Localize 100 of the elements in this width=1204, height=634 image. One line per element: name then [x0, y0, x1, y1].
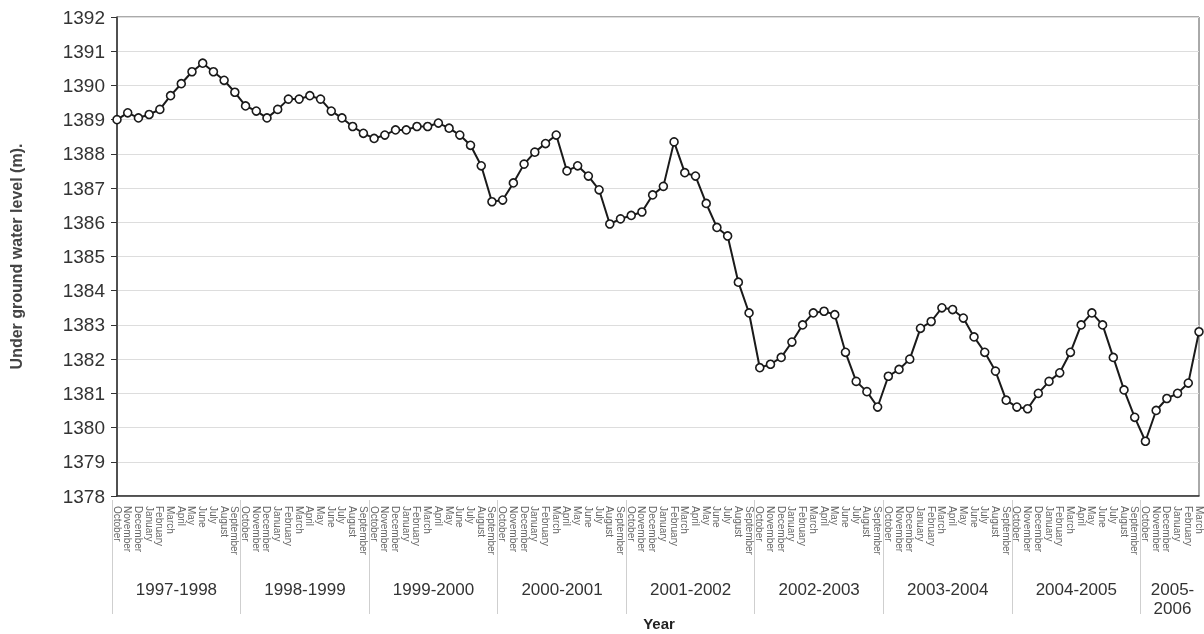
y-tick-label: 1382 [62, 348, 105, 370]
x-tick-label: February [668, 506, 680, 547]
x-tick-label: November [122, 506, 134, 553]
x-tick-label: January [143, 506, 155, 542]
x-tick-label: July [722, 506, 734, 524]
x-tick-label: December [261, 506, 273, 553]
x-tick-label: April [175, 506, 187, 527]
x-tick-label: May [829, 506, 841, 525]
x-tick-label: February [540, 506, 552, 547]
x-tick-label: June [582, 506, 594, 529]
x-tick-label: May [700, 506, 712, 525]
x-tick-label: October [1011, 506, 1023, 543]
x-tick-label: October [368, 506, 380, 543]
x-tick-label: January [914, 506, 926, 542]
text: 2001-2002 [648, 580, 733, 599]
x-tick-label: February [282, 506, 294, 547]
y-tick-label: 1388 [62, 143, 105, 165]
x-tick-label: June [1097, 506, 1109, 529]
text: Year [642, 615, 676, 632]
x-tick-label: March [807, 506, 819, 534]
x-tick-label: March [679, 506, 691, 534]
x-tick-label: May [957, 506, 969, 525]
x-tick-label: October [754, 506, 766, 543]
x-tick-label: March [1193, 506, 1204, 534]
x-tick-label: December [1161, 506, 1173, 553]
text: 1998-1999 [263, 580, 347, 599]
x-tick-label: September [615, 506, 627, 556]
text: 1999-2000 [391, 580, 476, 599]
x-tick-label: July [979, 506, 991, 524]
x-tick-label: August [1118, 506, 1130, 538]
x-tick-label: April [561, 506, 573, 527]
text: 2003-2004 [906, 580, 990, 599]
x-tick-label: January [400, 506, 412, 542]
y-tick-label: 1390 [62, 74, 105, 96]
y-tick-label: 1386 [62, 211, 105, 233]
x-tick-label: October [240, 506, 252, 543]
x-tick-label: September [1129, 506, 1141, 556]
x-tick-label: August [732, 506, 744, 538]
x-tick-label: October [497, 506, 509, 543]
x-tick-label: August [475, 506, 487, 538]
y-tick-label: 1387 [62, 177, 105, 199]
x-tick-label: August [347, 506, 359, 538]
x-tick-label: February [411, 506, 423, 547]
x-tick-label: September [229, 506, 241, 556]
x-tick-label: December [904, 506, 916, 553]
y-tick-label: 1389 [62, 109, 105, 131]
x-tick-label: December [518, 506, 530, 553]
x-tick-label: April [818, 506, 830, 527]
text: 2002-2003 [777, 580, 861, 599]
x-tick-label: February [797, 506, 809, 547]
x-tick-label: November [507, 506, 519, 553]
x-tick-label: January [786, 506, 798, 542]
x-tick-label: September [1000, 506, 1012, 556]
x-tick-label: December [1032, 506, 1044, 553]
x-tick-label: June [454, 506, 466, 529]
x-tick-label: June [325, 506, 337, 529]
x-tick-label: March [550, 506, 562, 534]
x-tick-label: December [775, 506, 787, 553]
x-tick-label: May [186, 506, 198, 525]
y-tick-label: 1391 [62, 40, 105, 62]
y-tick-label: 1380 [62, 417, 105, 439]
x-tick-label: October [625, 506, 637, 543]
x-tick-label: August [218, 506, 230, 538]
x-tick-label: August [604, 506, 616, 538]
x-tick-label: September [743, 506, 755, 556]
x-tick-label: January [529, 506, 541, 542]
x-tick-label: June [839, 506, 851, 529]
x-tick-label: June [197, 506, 209, 529]
x-tick-label: February [1054, 506, 1066, 547]
x-tick-label: July [1107, 506, 1119, 524]
x-tick-label: January [1043, 506, 1055, 542]
x-tick-label: June [968, 506, 980, 529]
x-tick-label: December [647, 506, 659, 553]
x-tick-label: September [357, 506, 369, 556]
y-axis-title: Under ground water level (m). [7, 143, 25, 370]
y-tick-label: 1385 [62, 246, 105, 267]
x-tick-label: February [925, 506, 937, 547]
x-tick-label: October [111, 506, 123, 543]
x-tick-label: October [882, 506, 894, 543]
x-tick-label: November [1150, 506, 1162, 553]
x-tick-label: May [572, 506, 584, 525]
x-tick-label: August [989, 506, 1001, 538]
y-tick-label: 1392 [62, 6, 105, 28]
x-tick-label: January [272, 506, 284, 542]
text: 1997-1998 [134, 580, 219, 599]
x-tick-label: March [1064, 506, 1076, 534]
x-tick-label: December [390, 506, 402, 553]
x-tick-label: November [764, 506, 776, 553]
y-tick-label: 1378 [62, 485, 105, 507]
x-tick-label: March [165, 506, 177, 534]
x-tick-label: November [250, 506, 262, 553]
x-tick-label: June [711, 506, 723, 529]
x-tick-label: November [379, 506, 391, 553]
x-tick-label: July [850, 506, 862, 524]
y-tick-label: 1381 [62, 382, 105, 404]
x-tick-label: November [1022, 506, 1034, 553]
y-tick-label: 1383 [62, 314, 105, 336]
x-tick-label: July [465, 506, 477, 524]
x-tick-label: May [315, 506, 327, 525]
text: 2000-2001 [520, 580, 604, 599]
